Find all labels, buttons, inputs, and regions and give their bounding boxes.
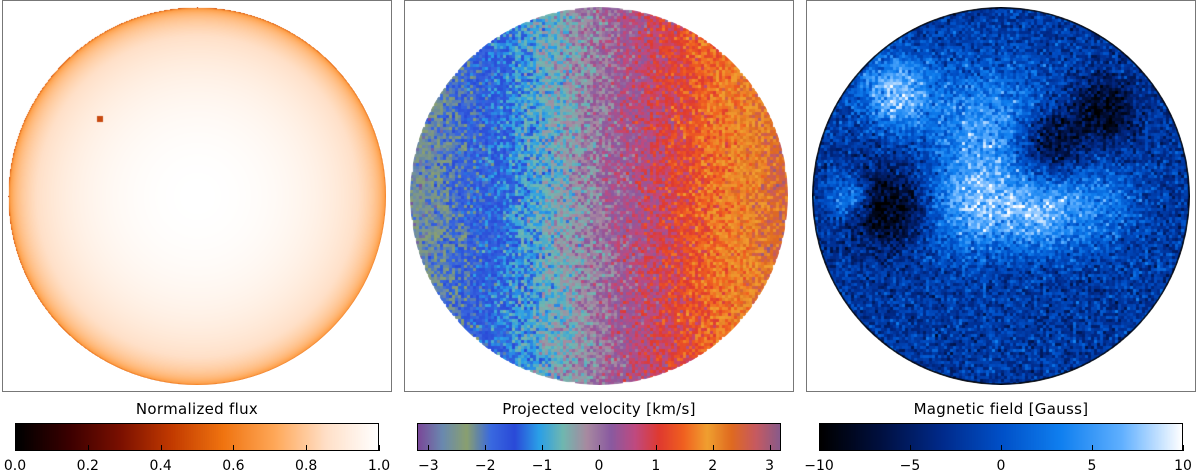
colorbar-tick-mark bbox=[15, 445, 16, 451]
magnetic-disk-image bbox=[812, 7, 1190, 385]
magnetic-colorbar-label: Magnetic field [Gauss] bbox=[913, 400, 1089, 418]
colorbar-tick-label: −5 bbox=[899, 458, 921, 474]
colorbar-tick-label: 0.8 bbox=[295, 458, 318, 474]
colorbar-tick-mark bbox=[379, 445, 380, 451]
colorbar-tick-mark bbox=[428, 445, 430, 451]
colorbar-tick-label: 0.0 bbox=[3, 458, 27, 474]
velocity-disk-image bbox=[410, 7, 788, 385]
colorbar-tick-mark bbox=[87, 445, 89, 451]
colorbar-tick-label: 3 bbox=[765, 458, 775, 474]
colorbar-tick-label: 0.4 bbox=[149, 458, 172, 474]
flux-panel bbox=[2, 0, 392, 392]
colorbar-tick-label: −10 bbox=[804, 458, 834, 474]
colorbar-tick-label: 0.6 bbox=[222, 458, 245, 474]
colorbar-tick-mark bbox=[819, 445, 820, 451]
colorbar-tick-mark bbox=[1092, 445, 1093, 451]
colorbar-tick-mark bbox=[1183, 445, 1184, 451]
flux-disk-image bbox=[8, 7, 386, 385]
colorbar-tick-mark bbox=[542, 445, 544, 451]
colorbar-tick-label: −1 bbox=[531, 458, 553, 474]
colorbar-tick-mark bbox=[1001, 445, 1002, 451]
colorbar-tick-mark bbox=[712, 445, 714, 451]
colorbar-tick-mark bbox=[306, 445, 308, 451]
colorbar-tick-label: 5 bbox=[1087, 458, 1097, 474]
colorbar-tick-label: 10 bbox=[1174, 458, 1192, 474]
colorbar-tick-label: 2 bbox=[708, 458, 718, 474]
colorbar-tick-mark bbox=[599, 445, 600, 451]
colorbar-tick-label: 0.2 bbox=[76, 458, 99, 474]
flux-colorbar-label: Normalized flux bbox=[135, 400, 259, 418]
velocity-panel bbox=[404, 0, 794, 392]
flux-colorbar bbox=[15, 423, 379, 451]
colorbar-tick-label: −2 bbox=[474, 458, 496, 474]
velocity-colorbar-label: Projected velocity [km/s] bbox=[502, 400, 696, 418]
colorbar-tick-mark bbox=[160, 445, 162, 451]
colorbar-tick-mark bbox=[655, 445, 657, 451]
colorbar-tick-label: 0 bbox=[996, 458, 1006, 474]
colorbar-tick-label: 0 bbox=[594, 458, 604, 474]
colorbar-tick-label: −3 bbox=[418, 458, 439, 474]
colorbar-tick-label: 1.0 bbox=[367, 458, 391, 474]
colorbar-tick-mark bbox=[485, 445, 487, 451]
colorbar-tick-mark bbox=[233, 445, 235, 451]
magnetic-panel bbox=[806, 0, 1196, 392]
colorbar-tick-mark bbox=[769, 445, 771, 451]
colorbar-tick-mark bbox=[910, 445, 911, 451]
colorbar-tick-label: 1 bbox=[651, 458, 661, 474]
